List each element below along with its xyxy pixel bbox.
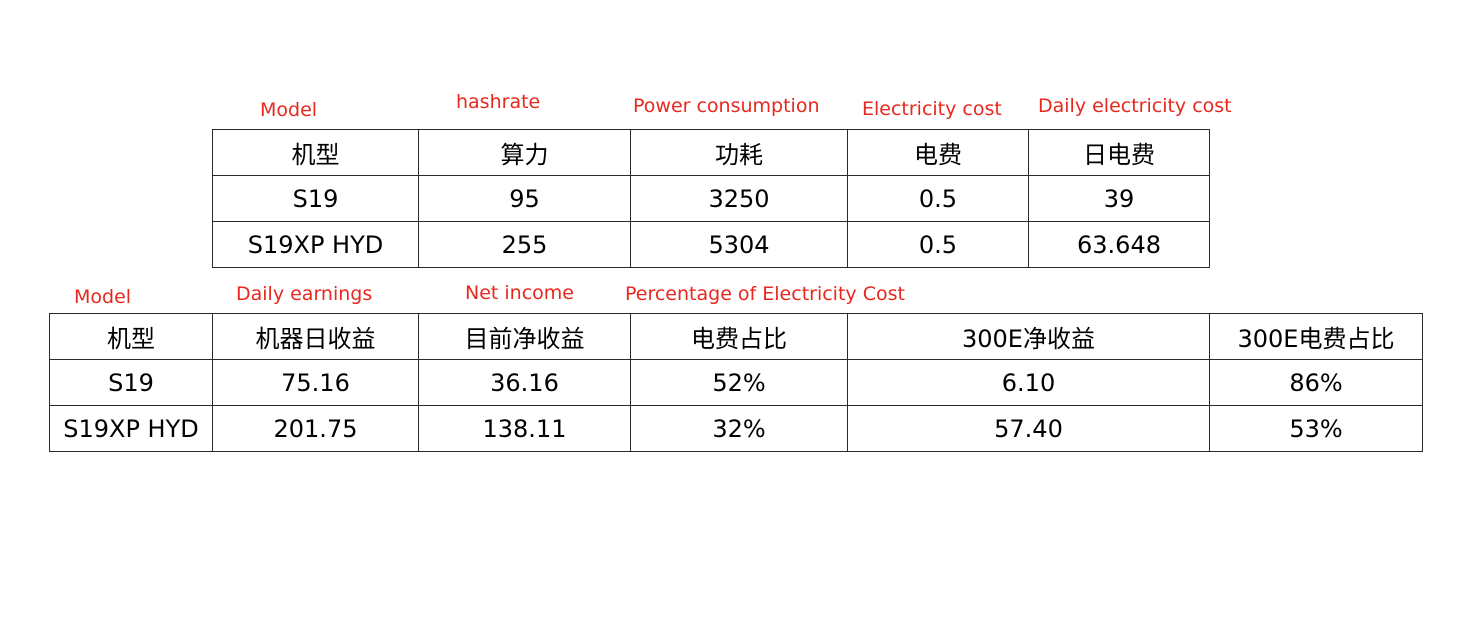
table-cell: 138.11 <box>418 405 631 452</box>
header-cell-300e-electricity-share: 300E电费占比 <box>1209 313 1423 360</box>
table-row: S19 75.16 36.16 52% 6.10 86% <box>49 359 1423 406</box>
table-row: S19XP HYD 201.75 138.11 32% 57.40 53% <box>49 405 1423 452</box>
table-cell: 0.5 <box>847 175 1029 222</box>
annotation-electricity-percentage: Percentage of Electricity Cost <box>625 283 905 305</box>
table-cell: 75.16 <box>212 359 419 406</box>
table-cell: 86% <box>1209 359 1423 406</box>
table-cell: S19 <box>49 359 213 406</box>
table-cell: 6.10 <box>847 359 1210 406</box>
table-cell: 201.75 <box>212 405 419 452</box>
table-cell: S19XP HYD <box>212 221 419 268</box>
table-cell: 53% <box>1209 405 1423 452</box>
annotation-model: Model <box>74 286 132 308</box>
table-cell: 3250 <box>630 175 848 222</box>
table-cell: 32% <box>630 405 848 452</box>
table-cell: 52% <box>630 359 848 406</box>
header-cell-model: 机型 <box>212 129 419 176</box>
mining-cost-table: 机型 算力 功耗 电费 日电费 S19 95 3250 0.5 39 S19XP… <box>212 129 1210 268</box>
header-cell-hashrate: 算力 <box>418 129 631 176</box>
table-row: S19 95 3250 0.5 39 <box>212 175 1210 222</box>
table-cell: 57.40 <box>847 405 1210 452</box>
header-cell-net-income: 目前净收益 <box>418 313 631 360</box>
mining-income-table: 机型 机器日收益 目前净收益 电费占比 300E净收益 300E电费占比 S19… <box>49 313 1423 452</box>
annotation-power-consumption: Power consumption <box>633 95 820 117</box>
annotation-daily-earnings: Daily earnings <box>236 283 373 305</box>
annotation-net-income: Net income <box>465 282 574 304</box>
header-cell-model: 机型 <box>49 313 213 360</box>
header-cell-daily-electricity: 日电费 <box>1028 129 1210 176</box>
header-cell-electricity-price: 电费 <box>847 129 1029 176</box>
header-cell-daily-earnings: 机器日收益 <box>212 313 419 360</box>
header-cell-300e-net-income: 300E净收益 <box>847 313 1210 360</box>
table-cell: S19 <box>212 175 419 222</box>
table-header-row: 机型 机器日收益 目前净收益 电费占比 300E净收益 300E电费占比 <box>49 313 1423 360</box>
table-cell: 36.16 <box>418 359 631 406</box>
header-cell-power: 功耗 <box>630 129 848 176</box>
annotation-electricity-cost: Electricity cost <box>862 98 1002 120</box>
annotation-hashrate: hashrate <box>456 91 541 113</box>
annotation-model: Model <box>260 99 318 121</box>
table-cell: 95 <box>418 175 631 222</box>
table-row: S19XP HYD 255 5304 0.5 63.648 <box>212 221 1210 268</box>
annotation-daily-electricity-cost: Daily electricity cost <box>1038 95 1232 117</box>
header-cell-electricity-share: 电费占比 <box>630 313 848 360</box>
table-cell: S19XP HYD <box>49 405 213 452</box>
table-cell: 5304 <box>630 221 848 268</box>
table-cell: 0.5 <box>847 221 1029 268</box>
table-cell: 39 <box>1028 175 1210 222</box>
table-cell: 63.648 <box>1028 221 1210 268</box>
table-header-row: 机型 算力 功耗 电费 日电费 <box>212 129 1210 176</box>
table-cell: 255 <box>418 221 631 268</box>
